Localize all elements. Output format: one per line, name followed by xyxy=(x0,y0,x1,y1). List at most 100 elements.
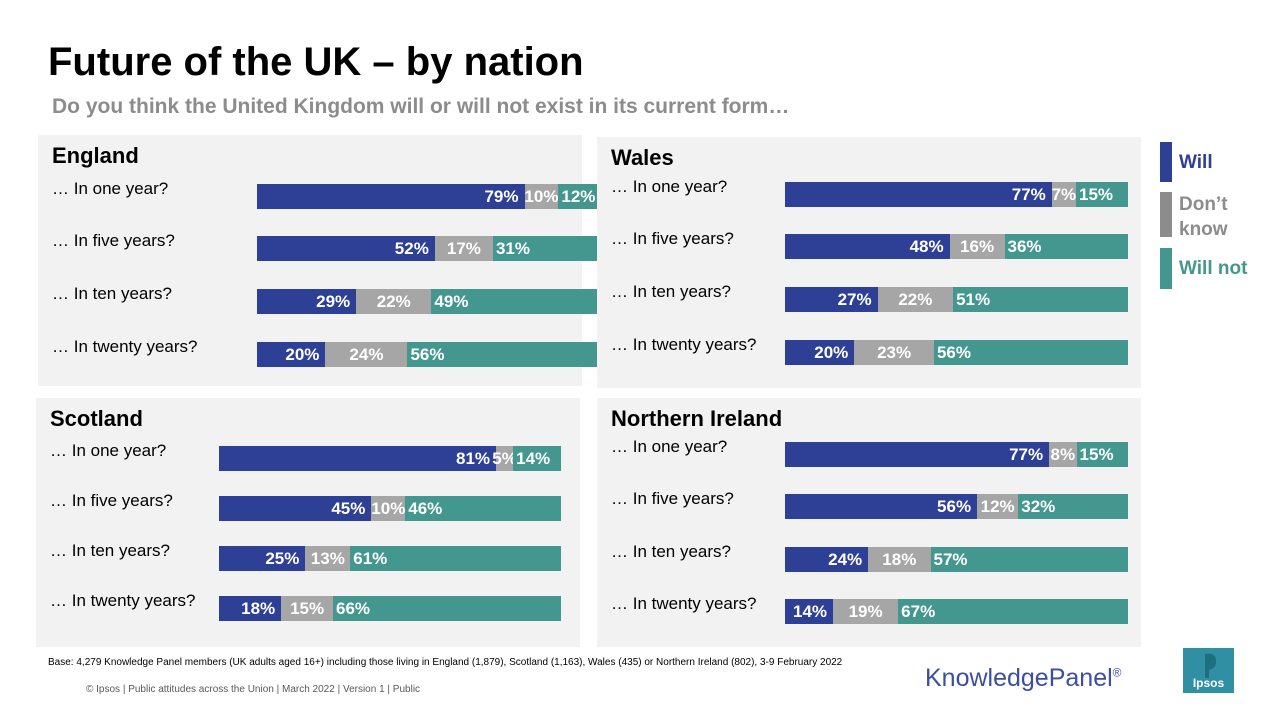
stacked-bar: 20% 24% 56% xyxy=(257,342,599,367)
category-label: … In one year? xyxy=(611,437,728,456)
stacked-bar: 18% 15% 66% xyxy=(219,596,561,621)
stacked-bar: 45% 10% 46% xyxy=(219,496,561,521)
data-label: 81% xyxy=(455,449,491,468)
bar-segment-dont-know: 24% xyxy=(325,342,408,367)
bar-segment-dont-know: 18% xyxy=(868,547,931,572)
stacked-bar: 48% 16% 36% xyxy=(785,234,1128,259)
page-title: Future of the UK – by nation xyxy=(48,40,584,84)
legend-label-will: Will xyxy=(1179,152,1213,173)
chart-title: Northern Ireland xyxy=(611,406,783,431)
bar-segment-will-not: 49% xyxy=(431,289,599,314)
data-label: 77% xyxy=(1011,185,1046,204)
bar-segment-dont-know: 10% xyxy=(524,184,559,209)
bar-segment-will: 81% xyxy=(219,446,497,471)
bar-segment-will: 14% xyxy=(785,599,834,624)
data-label: 15% xyxy=(290,599,325,618)
data-label: 14% xyxy=(516,449,551,468)
data-label: 15% xyxy=(1079,185,1114,204)
bar-segment-dont-know: 16% xyxy=(949,234,1005,259)
bar-segment-dont-know: 15% xyxy=(281,596,333,621)
chart-panel-england: England … In one year? 79% 10% 12% … In five … xyxy=(38,135,599,386)
stacked-bar: 29% 22% 49% xyxy=(257,289,599,314)
category-label: … In ten years? xyxy=(50,541,171,560)
data-label: 49% xyxy=(434,292,469,311)
bar-segment-will: 45% xyxy=(219,496,372,521)
bar-segment-will-not: 15% xyxy=(1076,442,1128,467)
legend-label-will-not: Will not xyxy=(1179,258,1248,279)
bar-segment-dont-know: 19% xyxy=(833,599,899,624)
category-label: … In twenty years? xyxy=(611,594,757,613)
legend-swatch-will xyxy=(1160,142,1172,182)
data-label: 13% xyxy=(310,549,345,568)
bar-segment-will-not: 36% xyxy=(1004,234,1128,259)
bar-segment-will: 52% xyxy=(257,236,435,261)
bar-segment-dont-know: 12% xyxy=(977,494,1019,519)
stacked-bar: 79% 10% 12% xyxy=(257,184,599,209)
stacked-bar: 24% 18% 57% xyxy=(785,547,1128,572)
stacked-bar: 52% 17% 31% xyxy=(257,236,599,261)
ipsos-logo-text: Ipsos xyxy=(1192,676,1225,690)
data-label: 12% xyxy=(561,187,596,206)
bar-segment-will: 77% xyxy=(785,442,1050,467)
data-label: 14% xyxy=(792,602,828,621)
data-label: 77% xyxy=(1009,445,1044,464)
data-label: 20% xyxy=(814,343,849,362)
data-label: 24% xyxy=(349,345,384,364)
chart-panel-northern-ireland: Northern Ireland … In one year? 77% 8% 15% … … xyxy=(597,398,1141,647)
data-label: 52% xyxy=(394,239,429,258)
chart-title: England xyxy=(52,143,139,168)
bar-segment-will-not: 46% xyxy=(405,496,561,521)
bar-segment-will-not: 32% xyxy=(1018,494,1128,519)
data-label: 19% xyxy=(848,602,883,621)
registered-mark: ® xyxy=(1112,665,1122,680)
category-label: … In ten years? xyxy=(611,282,732,301)
bar-segment-will: 29% xyxy=(257,289,357,314)
data-label: 10% xyxy=(524,187,559,206)
base-note: Base: 4,279 Knowledge Panel members (UK … xyxy=(48,657,843,668)
data-label: 23% xyxy=(877,343,912,362)
category-label: … In one year? xyxy=(611,177,728,196)
bar-segment-will: 20% xyxy=(257,342,326,367)
data-label: 15% xyxy=(1079,445,1114,464)
footer-copyright: © Ipsos | Public attitudes across the Un… xyxy=(86,684,421,695)
category-label: … In twenty years? xyxy=(52,337,198,356)
bar-segment-dont-know: 10% xyxy=(371,496,405,521)
data-label: 56% xyxy=(937,497,972,516)
bar-segment-will: 18% xyxy=(219,596,282,621)
category-label: … In five years? xyxy=(611,229,734,248)
knowledgepanel-logo-text: KnowledgePanel xyxy=(925,664,1113,692)
bar-segment-dont-know: 8% xyxy=(1049,442,1077,467)
data-label: 27% xyxy=(837,290,872,309)
stacked-bar: 77% 8% 15% xyxy=(785,442,1128,467)
bar-segment-will: 79% xyxy=(257,184,525,209)
data-label: 79% xyxy=(484,187,519,206)
bar-segment-will-not: 57% xyxy=(930,547,1128,572)
data-label: 66% xyxy=(335,599,371,618)
data-label: 32% xyxy=(1021,497,1056,516)
stacked-bar: 77% 7% 15% xyxy=(785,182,1128,207)
bar-segment-will: 48% xyxy=(785,234,950,259)
bar-segment-will-not: 14% xyxy=(513,446,561,471)
data-label: 5% xyxy=(492,449,517,468)
bar-segment-will-not: 15% xyxy=(1076,182,1128,207)
bar-segment-will-not: 12% xyxy=(558,184,599,209)
category-label: … In five years? xyxy=(50,491,173,510)
bar-segment-will-not: 51% xyxy=(953,287,1128,312)
chart-panel-wales: Wales … In one year? 77% 7% 15% … In five yea… xyxy=(597,137,1141,388)
data-label: 56% xyxy=(936,343,971,362)
data-label: 20% xyxy=(285,345,320,364)
stacked-bar: 56% 12% 32% xyxy=(785,494,1128,519)
category-label: … In one year? xyxy=(50,441,167,460)
bar-segment-will-not: 66% xyxy=(332,596,561,621)
category-label: … In ten years? xyxy=(611,542,732,561)
bar-segment-will: 24% xyxy=(785,547,869,572)
data-label: 10% xyxy=(371,499,406,518)
stacked-bar: 81% 5% 14% xyxy=(219,446,561,471)
bar-segment-dont-know: 5% xyxy=(492,446,517,471)
knowledgepanel-logo: KnowledgePanel® xyxy=(925,664,1122,693)
bar-segment-will-not: 31% xyxy=(492,236,599,261)
category-label: … In five years? xyxy=(52,231,175,250)
category-label: … In ten years? xyxy=(52,284,173,303)
data-label: 46% xyxy=(408,499,443,518)
bar-segment-will: 25% xyxy=(219,546,306,571)
